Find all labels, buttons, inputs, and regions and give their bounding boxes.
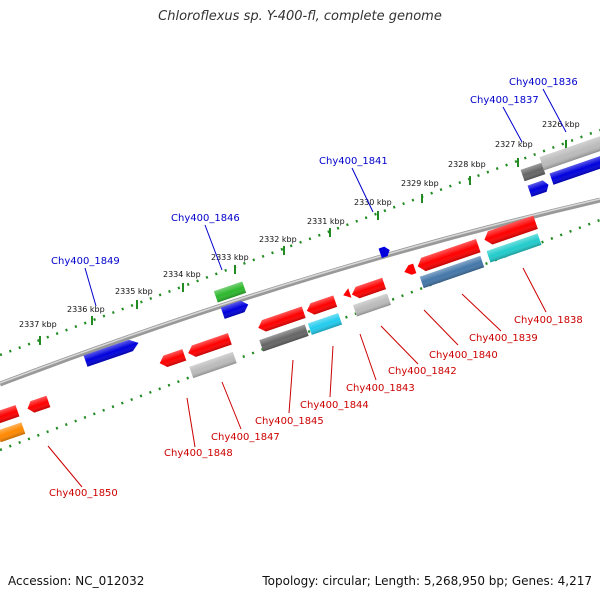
genome-summary: Topology: circular; Length: 5,268,950 bp… — [262, 574, 592, 588]
gene-arrow[interactable] — [26, 395, 51, 415]
gene-arrow[interactable] — [186, 333, 232, 359]
gene-label: Chy400_1848 — [164, 448, 233, 459]
gene-label: Chy400_1844 — [300, 400, 369, 411]
leader-line — [423, 309, 459, 346]
leader-line — [359, 333, 377, 381]
gene-arrow[interactable] — [549, 151, 600, 185]
gene-arrow[interactable] — [158, 349, 187, 369]
gene-label: Chy400_1838 — [514, 315, 583, 326]
kbp-label: 2332 kbp — [259, 235, 297, 244]
map-title: Chloroflexus sp. Y-400-fl, complete geno… — [158, 9, 442, 24]
gene-arrow[interactable] — [213, 281, 247, 303]
gene-label: Chy400_1846 — [171, 213, 240, 224]
gene-arrow[interactable] — [353, 293, 391, 317]
gene-arrow[interactable] — [0, 405, 20, 424]
leader-line — [461, 293, 502, 332]
gene-arrow[interactable] — [0, 422, 26, 443]
leader-line — [186, 397, 196, 448]
gene-arrow[interactable] — [403, 263, 417, 277]
gene-arrow[interactable] — [482, 215, 538, 247]
leader-line — [522, 267, 547, 313]
gene-arrow[interactable] — [527, 179, 551, 197]
leader-line — [542, 88, 567, 133]
gene-label: Chy400_1847 — [211, 432, 280, 443]
leader-line — [329, 345, 334, 398]
kbp-label: 2334 kbp — [163, 270, 201, 279]
gene-label: Chy400_1836 — [509, 77, 578, 88]
gene-label: Chy400_1837 — [470, 95, 539, 106]
forward-tick-track — [0, 128, 600, 357]
kbp-label: 2333 kbp — [211, 253, 249, 262]
gene-arrow[interactable] — [378, 245, 392, 259]
gene-label: Chy400_1840 — [429, 350, 498, 361]
gene-arrow[interactable] — [342, 288, 352, 300]
gene-arrow[interactable] — [305, 295, 338, 316]
gene-label: Chy400_1839 — [469, 333, 538, 344]
kbp-label: 2330 kbp — [354, 198, 392, 207]
genome-backbone — [0, 197, 600, 387]
gene-label: Chy400_1842 — [388, 366, 457, 377]
gene-arrow[interactable] — [486, 233, 542, 263]
major-ticks — [39, 140, 567, 345]
leader-line — [502, 106, 523, 143]
gene-arrow[interactable] — [307, 313, 343, 335]
gene-arrow[interactable] — [419, 255, 485, 289]
leader-line — [380, 325, 419, 365]
gene-arrow[interactable] — [83, 337, 141, 367]
gene-arrow[interactable] — [256, 306, 306, 334]
leader-line — [351, 167, 374, 213]
leader-line — [204, 224, 223, 271]
gene-arrow[interactable] — [220, 299, 250, 319]
gene-label: Chy400_1845 — [255, 416, 324, 427]
genome-backbone-highlight — [0, 198, 600, 384]
gene-arrow[interactable] — [189, 351, 237, 379]
kbp-label: 2327 kbp — [495, 140, 533, 149]
gene-arrow[interactable] — [539, 133, 600, 171]
kbp-label: 2337 kbp — [19, 320, 57, 329]
kbp-label: 2331 kbp — [307, 217, 345, 226]
kbp-label: 2329 kbp — [401, 179, 439, 188]
leader-line — [288, 359, 294, 414]
gene-arrow[interactable] — [415, 238, 481, 273]
gene-arrow[interactable] — [259, 324, 309, 352]
gene-label: Chy400_1850 — [49, 488, 118, 499]
kbp-label: 2336 kbp — [67, 305, 105, 314]
gene-arrow[interactable] — [520, 162, 546, 182]
kbp-label: 2328 kbp — [448, 160, 486, 169]
kbp-label: 2326 kbp — [542, 120, 580, 129]
leader-line — [221, 381, 242, 430]
gene-label: Chy400_1849 — [51, 256, 120, 267]
gene-label: Chy400_1843 — [346, 383, 415, 394]
gene-arrow[interactable] — [350, 277, 387, 300]
kbp-label: 2335 kbp — [115, 287, 153, 296]
gene-label: Chy400_1841 — [319, 156, 388, 167]
accession-label: Accession: NC_012032 — [8, 574, 145, 588]
leader-line — [47, 445, 83, 488]
leader-line — [84, 267, 97, 307]
